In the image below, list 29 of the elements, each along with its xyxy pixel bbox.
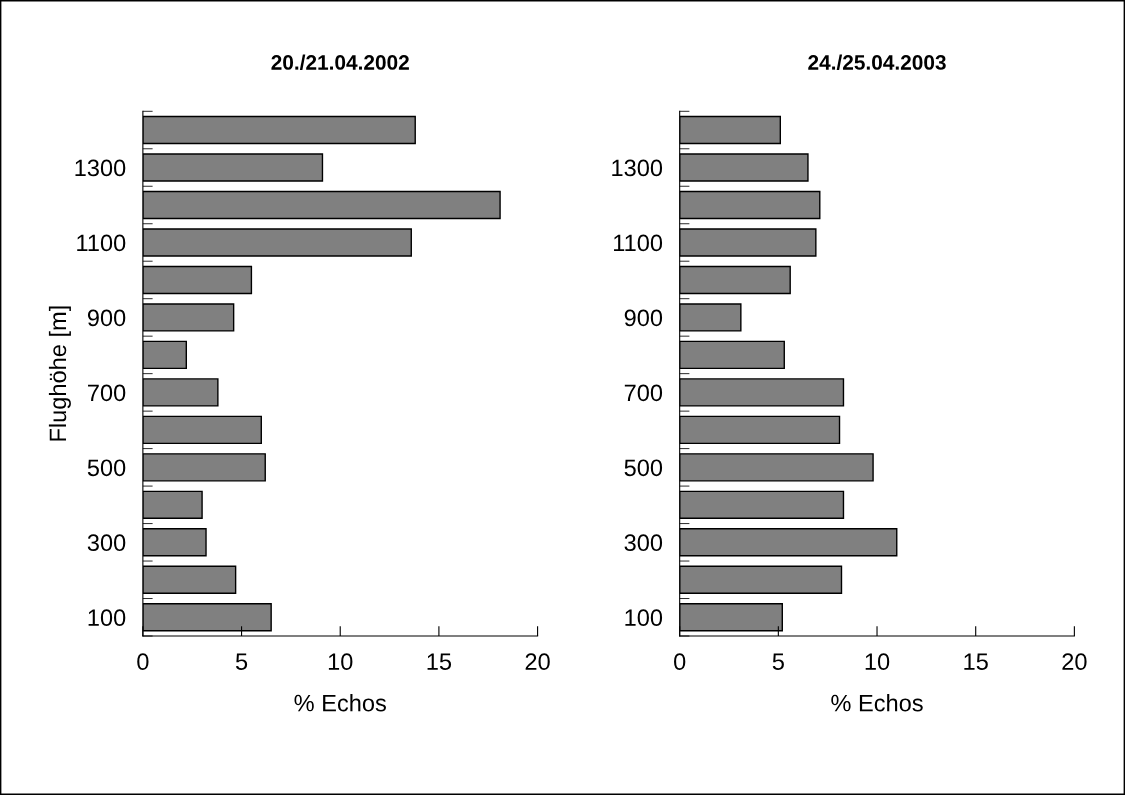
y-tick-label: 1300 [612,159,663,177]
x-tick-label: 20 [1062,653,1087,671]
y-tick-label: 900 [87,309,126,327]
y-tick-label: 100 [625,609,663,627]
x-tick-label: 20 [525,653,550,671]
y-tick-label: 500 [87,459,126,477]
x-tick-label: 10 [328,653,353,671]
y-tick-label: 1100 [614,234,663,252]
x-tick-label: 15 [427,653,452,671]
x-tick-label: 5 [235,653,248,671]
x-axis-title: % Echos [831,694,923,712]
y-axis-title: Flughöhe [m] [48,306,71,441]
x-tick-label: 0 [674,653,686,671]
chart-title: 24./25.04.2003 [808,54,946,71]
chart-title: 20./21.04.2002 [271,54,409,71]
y-tick-label: 300 [624,534,663,552]
x-tick-label: 0 [137,653,149,671]
x-axis-title: % Echos [294,694,386,712]
x-tick-label: 10 [865,653,890,671]
x-tick-label: 5 [772,653,784,671]
y-tick-label: 500 [624,459,663,477]
y-tick-label: 1100 [77,234,126,252]
y-tick-label: 900 [624,309,663,327]
y-tick-label: 1300 [75,159,126,177]
y-tick-label: 300 [87,534,126,552]
y-tick-label: 700 [624,384,663,402]
x-tick-label: 15 [964,653,988,671]
y-tick-label: 100 [88,609,126,627]
y-tick-label: 700 [88,384,126,402]
